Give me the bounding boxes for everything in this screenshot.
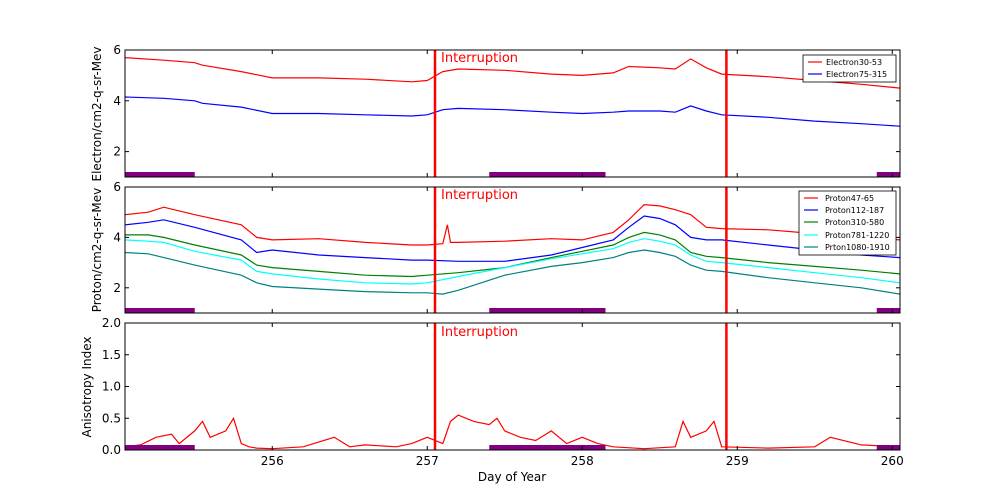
proton-y-tick-label: 4: [113, 230, 121, 244]
series-line-electron75-315: [124, 96, 901, 127]
electron-data-gap-bar: [489, 172, 606, 177]
series-line-proton112-187: [124, 215, 901, 262]
legend-label-proton47-65: Proton47-65: [825, 194, 874, 203]
anisotropy-y-tick-label: 2.0: [102, 316, 121, 330]
electron-data-gap-bar: [125, 172, 195, 177]
x-tick-label: 256: [261, 454, 284, 468]
series-line-proton781-1220: [124, 238, 901, 285]
legend-label-proton310-580: Proton310-580: [825, 218, 884, 227]
electron-y-tick-label: 6: [113, 43, 121, 57]
anisotropy-interruption-annotation: Interruption: [441, 325, 518, 340]
proton-panel: 2 4 6 Proton/cm2-q-sr-Mev Interruption Pro…: [90, 180, 901, 314]
x-tick-label: 259: [726, 454, 749, 468]
anisotropy-panel: 256 257 258 259 260 0.0 0.5 1.0 1.5 2.0 Anisotrop…: [80, 316, 904, 484]
electron-axes-frame: [124, 49, 901, 178]
proton-ylabel: Proton/cm2-q-sr-Mev: [90, 188, 104, 313]
anisotropy-y-tick-label: 0.0: [102, 443, 121, 457]
electron-y-tick-label: 2: [113, 145, 121, 159]
anisotropy-data-gap-bar: [125, 445, 195, 450]
legend-label-electron75-315: Electron75-315: [826, 70, 887, 79]
x-tick-label: 258: [571, 454, 594, 468]
anisotropy-y-tick-label: 1.0: [102, 380, 121, 394]
electron-panel: 2 4 6 Electron/cm2-q-sr-Mev Interruption E…: [90, 43, 901, 182]
electron-legend: Electron30-53 Electron75-315: [802, 54, 897, 83]
anisotropy-data-gap-bar: [876, 445, 900, 450]
proton-plot-layer: 2 4 6: [113, 180, 901, 314]
legend-label-prton1080-1910: Prton1080-1910: [825, 243, 890, 252]
proton-data-gap-bar: [876, 308, 900, 313]
electron-ylabel: Electron/cm2-q-sr-Mev: [90, 46, 104, 181]
proton-legend: Proton47-65 Proton112-187 Proton310-580 …: [798, 190, 897, 256]
series-line-prton1080-1910: [124, 249, 901, 295]
series-line-anisotropy: [124, 414, 901, 450]
proton-axes-frame: [124, 186, 901, 314]
proton-data-gap-bar: [125, 308, 195, 313]
series-line-electron30-53: [124, 57, 901, 89]
proton-y-tick-label: 2: [113, 281, 121, 295]
legend-label-proton781-1220: Proton781-1220: [825, 231, 889, 240]
series-line-proton47-65: [124, 203, 901, 246]
series-line-proton310-580: [125, 231, 901, 278]
anisotropy-plot-layer: 256 257 258 259 260 0.0 0.5 1.0 1.5 2.0: [102, 316, 904, 468]
electron-data-gap-bar: [876, 172, 900, 177]
proton-y-tick-label: 6: [113, 180, 121, 194]
legend-label-electron30-53: Electron30-53: [826, 58, 882, 67]
anisotropy-y-tick-label: 1.5: [102, 348, 121, 362]
electron-y-tick-label: 4: [113, 94, 121, 108]
x-axis-label: Day of Year: [478, 470, 546, 484]
legend-label-proton112-187: Proton112-187: [825, 206, 884, 215]
anisotropy-data-gap-bar: [489, 445, 606, 450]
anisotropy-ylabel: Anisotropy Index: [80, 336, 94, 437]
anisotropy-axes-frame: [124, 322, 901, 451]
proton-interruption-annotation: Interruption: [441, 188, 518, 203]
electron-interruption-annotation: Interruption: [441, 51, 518, 66]
x-tick-label: 260: [881, 454, 904, 468]
x-tick-label: 257: [416, 454, 439, 468]
proton-data-gap-bar: [489, 308, 606, 313]
electron-plot-layer: 2 4 6: [113, 43, 901, 178]
anisotropy-y-tick-label: 0.5: [102, 411, 121, 425]
